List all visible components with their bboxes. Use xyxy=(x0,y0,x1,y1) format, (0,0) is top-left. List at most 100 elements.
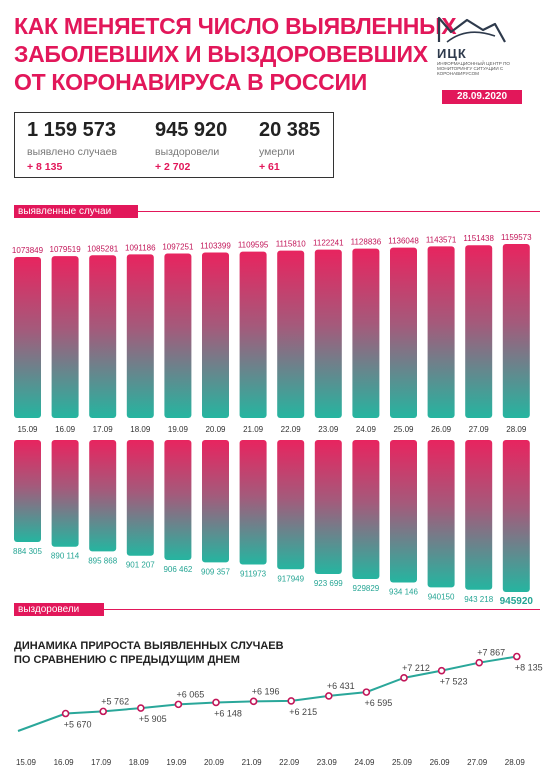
recovered-bar xyxy=(277,440,305,570)
trend-value-label: +6 148 xyxy=(214,708,242,718)
trend-point xyxy=(362,688,371,696)
stat-died-delta: + 61 xyxy=(259,161,280,173)
trend-date-label: 19.09 xyxy=(166,758,187,767)
trend-date-label: 16.09 xyxy=(54,758,75,767)
stat-detected-delta: + 8 135 xyxy=(27,161,63,173)
cases-bar xyxy=(126,254,154,418)
cases-date-label: 19.09 xyxy=(168,425,189,434)
cases-value-label: 1143571 xyxy=(426,235,457,244)
cases-bar xyxy=(51,256,79,418)
cases-bar xyxy=(89,255,117,418)
cases-bar xyxy=(502,244,530,418)
trend-value-label: +6 196 xyxy=(252,686,280,696)
recovered-bar xyxy=(314,440,342,574)
recovered-bar xyxy=(502,440,530,592)
recovered-value-label: 901 207 xyxy=(126,561,155,570)
stats-box: 1 159 573 выявлено случаев + 8 135 945 9… xyxy=(14,112,334,178)
recovered-bar xyxy=(126,440,154,556)
logo-mountain-icon xyxy=(437,16,506,43)
recovered-bar xyxy=(89,440,117,552)
trend-value-label: +7 523 xyxy=(440,677,468,687)
section-divider xyxy=(104,609,540,610)
cases-bar xyxy=(277,250,305,418)
trend-value-label: +7 867 xyxy=(477,648,505,658)
trend-date-label: 24.09 xyxy=(354,758,375,767)
section-divider xyxy=(138,211,540,212)
trend-date-label: 27.09 xyxy=(467,758,488,767)
cases-bar xyxy=(427,246,455,418)
cases-date-label: 18.09 xyxy=(130,425,151,434)
stat-recovered-value: 945 920 xyxy=(155,119,228,141)
logo: ИЦК ИНФОРМАЦИОННЫЙ ЦЕНТР ПО МОНИТОРИНГУ … xyxy=(437,14,537,77)
cases-value-label: 1122241 xyxy=(313,239,344,248)
trend-value-label: +6 215 xyxy=(289,707,317,717)
recovered-bar xyxy=(465,440,493,590)
cases-value-label: 1103399 xyxy=(200,242,231,251)
recovered-bar xyxy=(164,440,192,560)
trend-date-label: 18.09 xyxy=(129,758,150,767)
recovered-bar xyxy=(427,440,455,588)
cases-value-label: 1128836 xyxy=(351,238,382,247)
trend-point xyxy=(512,652,521,661)
cases-date-label: 24.09 xyxy=(356,425,377,434)
title-line: заболевших и выздоровевших xyxy=(14,41,428,67)
recovered-value-label: 895 868 xyxy=(88,556,117,565)
recovered-bar xyxy=(202,440,229,563)
recovered-bar xyxy=(352,440,380,579)
cases-date-label: 17.09 xyxy=(93,425,114,434)
trend-chart-title: ДИНАМИКА ПРИРОСТА ВЫЯВЛЕННЫХ СЛУЧАЕВ ПО … xyxy=(14,639,344,667)
cases-value-label: 1079519 xyxy=(50,245,82,254)
logo-abbr: ИЦК xyxy=(437,46,467,61)
cases-bar xyxy=(164,253,192,418)
trend-date-label: 20.09 xyxy=(204,758,225,767)
trend-point xyxy=(287,697,296,705)
trend-point xyxy=(437,666,446,675)
trend-value-label: +5 905 xyxy=(139,714,167,724)
trend-value-label: +5 762 xyxy=(101,696,129,706)
cases-bar xyxy=(352,248,380,418)
cases-bar xyxy=(314,249,342,418)
cases-value-label: 1115810 xyxy=(276,240,307,249)
trend-date-label: 21.09 xyxy=(242,758,263,767)
cases-date-label: 21.09 xyxy=(243,425,264,434)
cases-date-label: 27.09 xyxy=(469,425,490,434)
recovered-bar xyxy=(51,440,79,547)
section-label-cases: выявленные случаи xyxy=(14,205,138,218)
trend-value-label: +6 065 xyxy=(177,689,205,699)
trend-value-label: +6 431 xyxy=(327,681,355,691)
cases-date-label: 15.09 xyxy=(17,425,38,434)
trend-point xyxy=(324,692,333,700)
stat-recovered-delta: + 2 702 xyxy=(155,161,191,173)
recovered-value-label: 890 114 xyxy=(51,552,80,561)
cases-bar xyxy=(202,252,229,418)
stat-recovered-label: выздоровели xyxy=(155,146,220,158)
recovered-value-label: 909 357 xyxy=(201,567,230,576)
cases-date-label: 25.09 xyxy=(393,425,414,434)
cases-date-label: 26.09 xyxy=(431,425,452,434)
trend-date-label: 23.09 xyxy=(317,758,338,767)
trend-point xyxy=(212,698,220,707)
recovered-value-label: 934 146 xyxy=(389,587,418,596)
recovered-value-label: 884 305 xyxy=(13,547,42,556)
cases-value-label: 1151438 xyxy=(463,234,494,243)
cases-date-label: 23.09 xyxy=(318,425,339,434)
trend-point xyxy=(99,707,107,716)
cases-value-label: 1136048 xyxy=(388,237,419,246)
trend-point xyxy=(174,700,183,709)
stat-died-value: 20 385 xyxy=(259,119,321,141)
title-line: Как меняется число выявленных xyxy=(14,13,457,39)
date-badge: 28.09.2020 xyxy=(442,90,522,104)
recovered-value-label: 940150 xyxy=(428,592,455,601)
trend-value-label: +6 595 xyxy=(365,698,393,708)
stat-detected-value: 1 159 573 xyxy=(27,119,116,141)
recovered-value-label: 911973 xyxy=(240,569,267,578)
cases-value-label: 1159573 xyxy=(501,233,532,242)
recovered-value-label: 923 699 xyxy=(314,579,343,588)
trend-date-label: 15.09 xyxy=(16,758,37,767)
trend-date-label: 26.09 xyxy=(430,758,451,767)
trend-date-label: 25.09 xyxy=(392,758,413,767)
cases-value-label: 1085281 xyxy=(87,244,119,253)
cases-date-label: 20.09 xyxy=(205,425,226,434)
cases-bar xyxy=(239,251,267,418)
trend-date-label: 28.09 xyxy=(505,758,526,767)
